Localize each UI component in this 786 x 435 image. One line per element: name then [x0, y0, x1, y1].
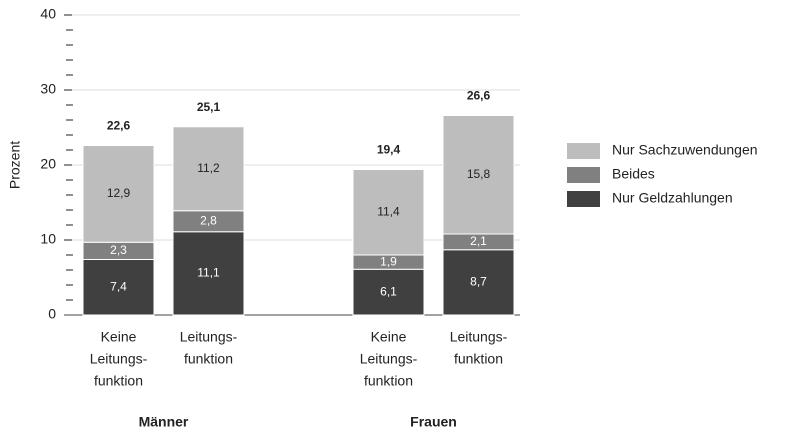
legend-label: Nur Geldzahlungen	[612, 190, 733, 206]
y-tick-label: 30	[40, 81, 56, 97]
legend-swatch	[567, 191, 600, 207]
value-label: 2,1	[470, 234, 487, 248]
x-tick-label: funktion	[364, 373, 413, 389]
y-axis-label: Prozent	[7, 141, 23, 189]
legend-swatch	[567, 143, 600, 159]
legend-label: Nur Sachzuwendungen	[612, 142, 758, 158]
bar-segment	[82, 259, 155, 316]
group-label: Frauen	[410, 414, 457, 430]
value-label: 12,9	[107, 186, 131, 200]
y-tick-label: 0	[48, 306, 56, 322]
total-label: 26,6	[467, 89, 491, 103]
value-label: 2,3	[110, 243, 127, 257]
x-tick-label: Keine	[101, 329, 137, 345]
x-tick-label: Leitungs-	[450, 329, 508, 345]
x-tick-label: Leitungs-	[180, 329, 238, 345]
bar-segment	[172, 126, 245, 212]
y-tick-label: 40	[40, 6, 56, 22]
x-tick-label: Keine	[371, 329, 407, 345]
x-tick-label: Leitungs-	[360, 351, 418, 367]
legend-swatch	[567, 167, 600, 183]
total-label: 19,4	[377, 143, 401, 157]
bar-segment	[172, 231, 245, 316]
bar-segment	[352, 268, 425, 316]
total-label: 25,1	[197, 100, 221, 114]
value-label: 6,1	[380, 284, 397, 298]
value-label: 2,8	[200, 213, 217, 227]
value-label: 15,8	[467, 167, 491, 181]
value-label: 11,4	[377, 204, 400, 218]
y-tick-label: 20	[40, 156, 56, 172]
x-tick-label: funktion	[94, 373, 143, 389]
legend-label: Beides	[612, 166, 655, 182]
value-label: 11,2	[197, 161, 220, 175]
x-tick-label: Leitungs-	[90, 351, 148, 367]
bar-segment	[352, 169, 425, 256]
value-label: 7,4	[110, 279, 127, 293]
bar-segment	[442, 115, 515, 235]
bar-segment	[82, 145, 155, 243]
y-tick-label: 10	[40, 231, 56, 247]
value-label: 8,7	[470, 275, 487, 289]
x-tick-label: funktion	[454, 351, 503, 367]
bar-segment	[442, 249, 515, 316]
value-label: 1,9	[380, 254, 397, 268]
value-label: 11,1	[197, 266, 220, 280]
group-label: Männer	[139, 414, 189, 430]
total-label: 22,6	[107, 119, 131, 133]
x-tick-label: funktion	[184, 351, 233, 367]
